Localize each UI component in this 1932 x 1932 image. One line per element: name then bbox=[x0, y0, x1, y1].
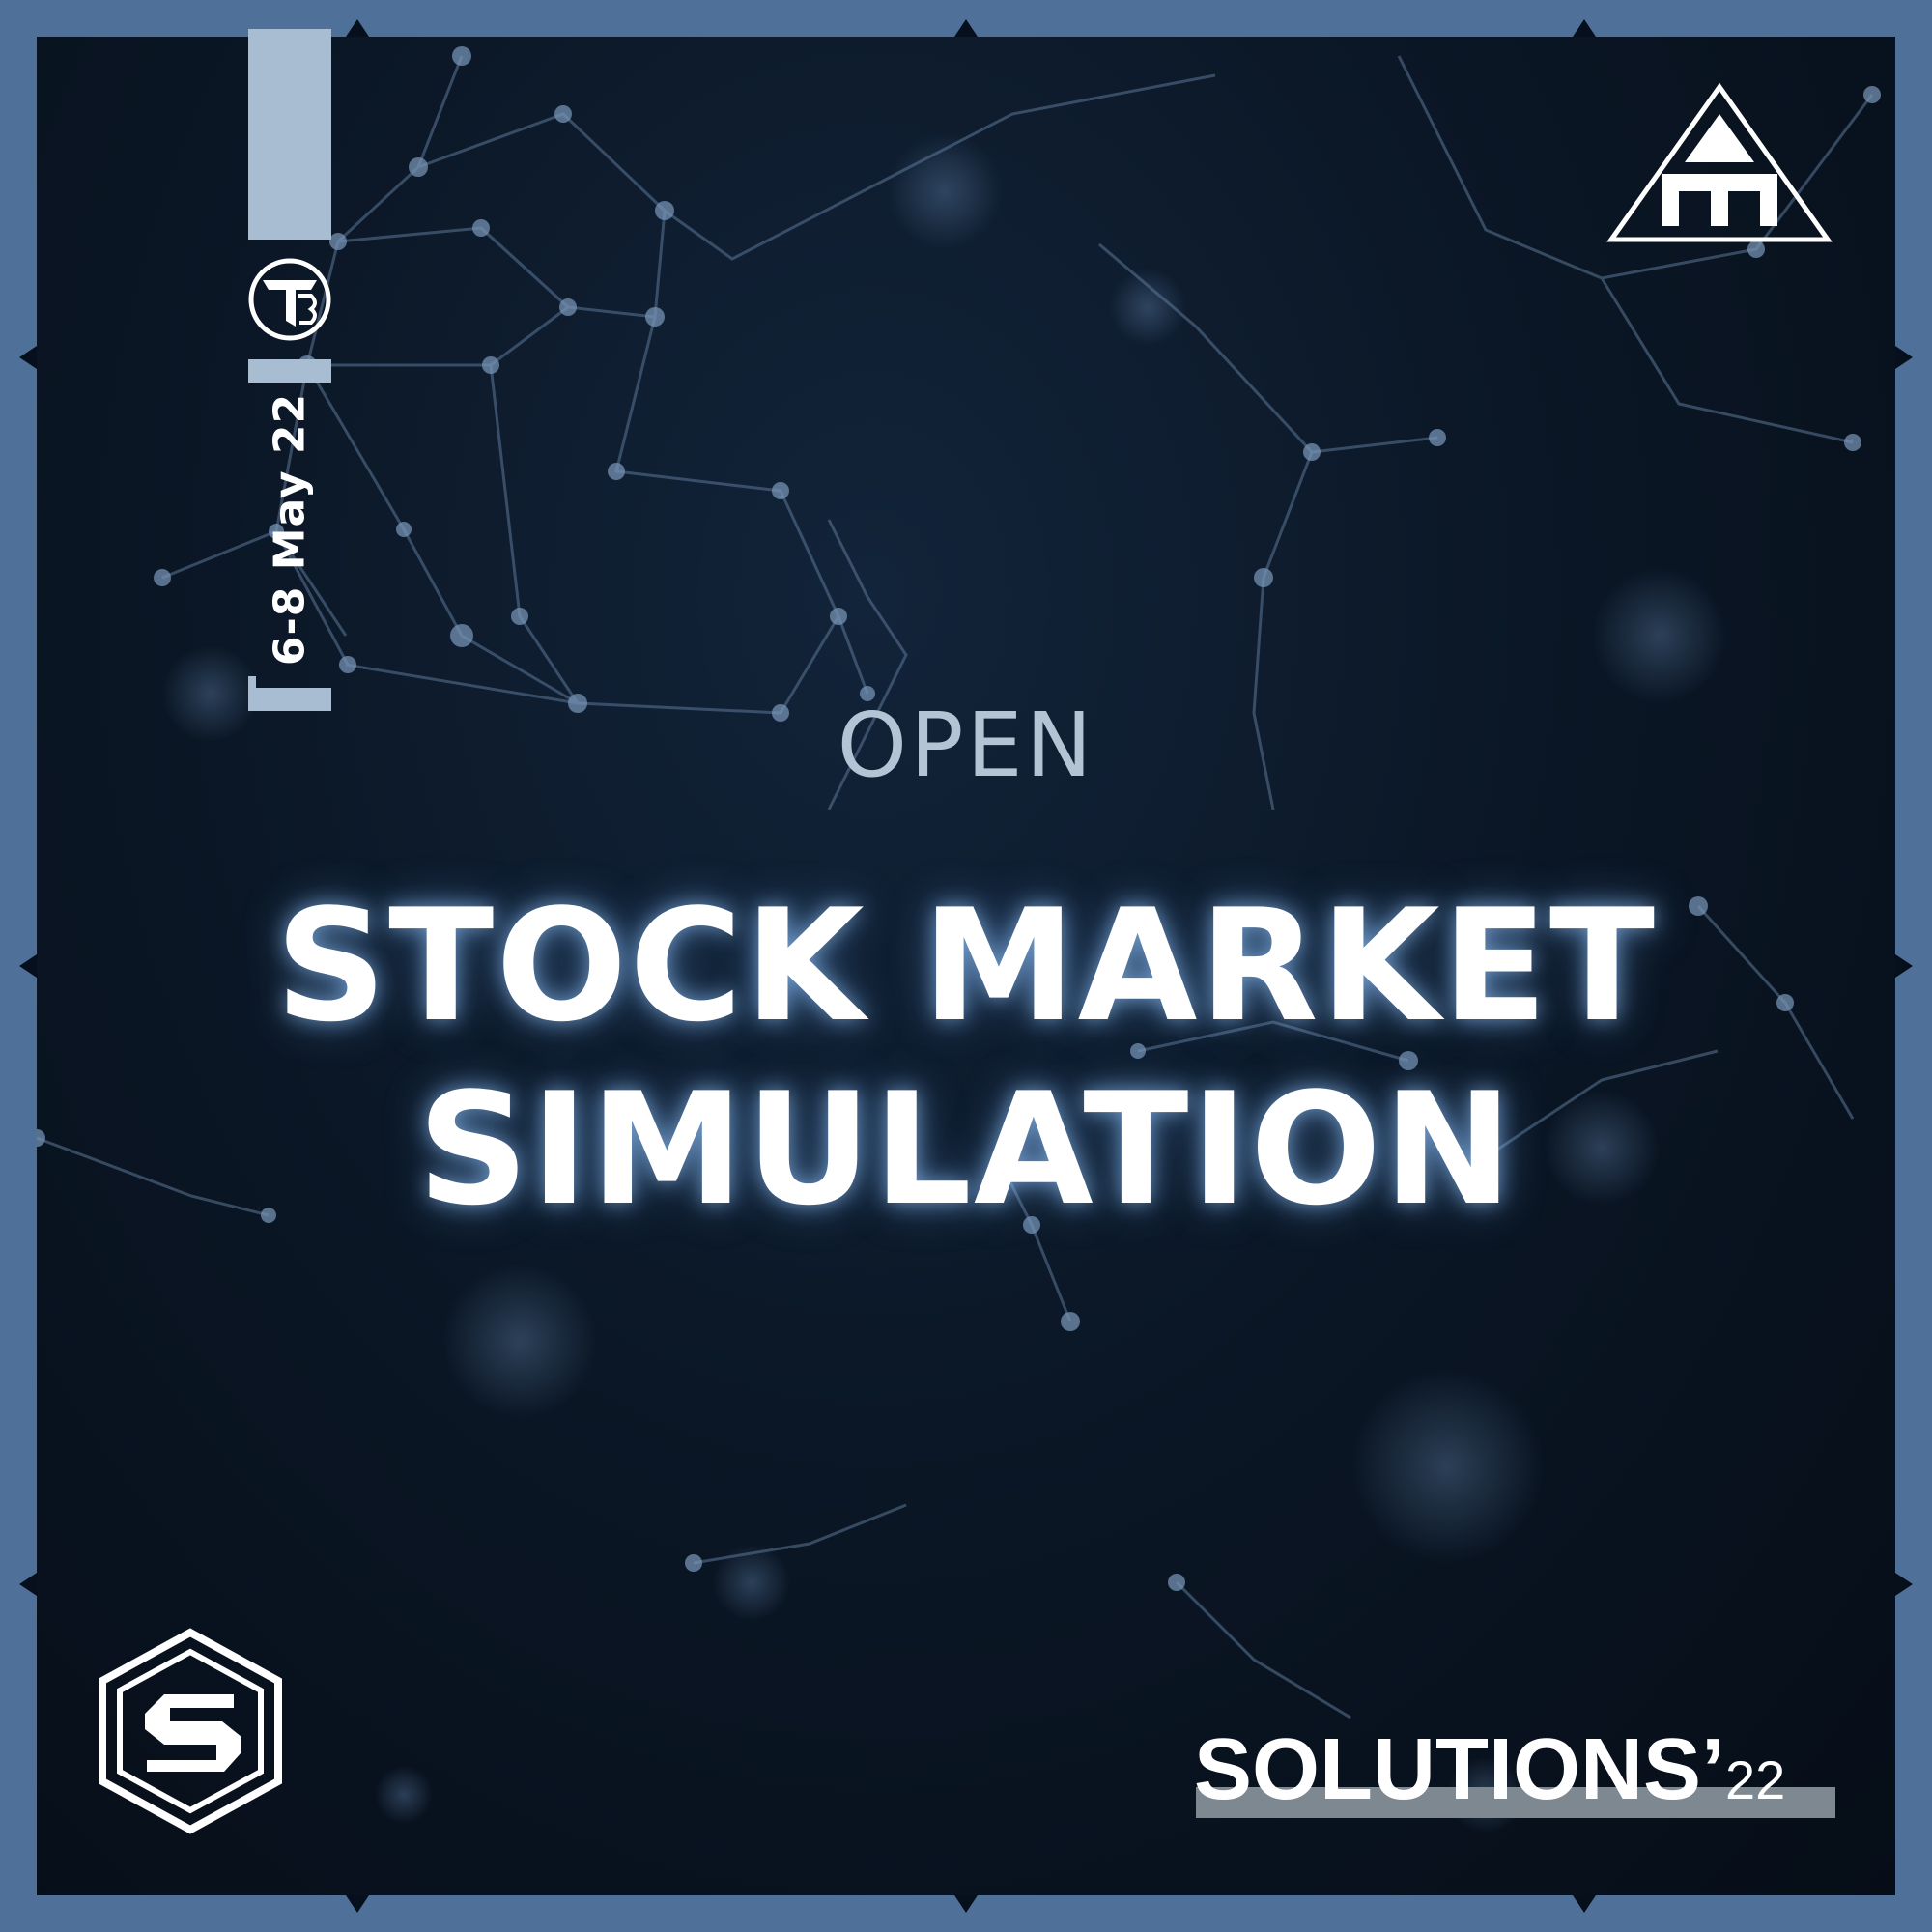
headline-line-2: SIMULATION bbox=[417, 1059, 1515, 1239]
side-accent-bottom bbox=[248, 688, 331, 711]
brand-block: SOLUTIONS’22 bbox=[1194, 1721, 1835, 1818]
network-background bbox=[37, 46, 1881, 1833]
brand-title: SOLUTIONS’22 bbox=[1194, 1721, 1785, 1829]
brand-main: SOLUTIONS’ bbox=[1194, 1721, 1726, 1818]
side-accent-bar bbox=[248, 359, 331, 383]
hex-s-logo-icon bbox=[99, 1628, 282, 1834]
badge-logo-icon bbox=[248, 258, 331, 341]
headline-line-1: STOCK MARKET bbox=[274, 875, 1658, 1056]
headline: STOCK MARKET SIMULATION bbox=[0, 874, 1932, 1241]
side-accent-strip bbox=[248, 29, 331, 240]
poster-panel bbox=[37, 37, 1895, 1895]
brand-year: 22 bbox=[1725, 1749, 1786, 1810]
event-date: 6-8 May 22 bbox=[265, 392, 315, 667]
brand-underline-bar bbox=[1196, 1787, 1835, 1818]
pyramid-logo-icon bbox=[1606, 82, 1833, 242]
open-tag: OPEN bbox=[837, 694, 1095, 797]
